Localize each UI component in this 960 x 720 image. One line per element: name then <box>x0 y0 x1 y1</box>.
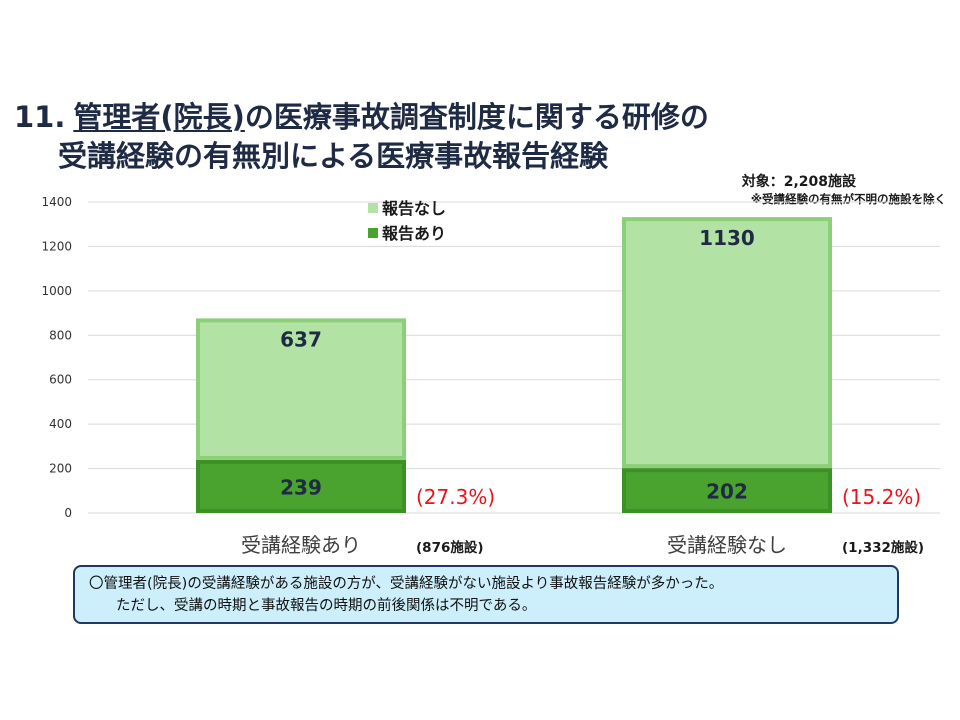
bar-value-label: 202 <box>706 480 748 504</box>
stacked-bar-chart: 0 200 400 600 800 1000 1200 1400 239 637 (27.3%) 受講… <box>41 195 940 557</box>
bar-segment-not-reported <box>196 318 406 460</box>
title-line-2: 受講経験の有無別による医療事故報告経験 <box>58 139 609 173</box>
bar-segment-reported <box>196 459 406 514</box>
legend-label: 報告あり <box>382 224 446 243</box>
x-category-label: 受講経験あり <box>241 533 361 557</box>
summary-box: 〇管理者(院長)の受講経験がある施設の方が、受講経験がない施設より事故報告経験が… <box>73 565 899 624</box>
legend-swatch <box>368 203 378 213</box>
y-tick-label: 0 <box>64 506 72 520</box>
summary-line-2: ただし、受講の時期と事故報告の時期の前後関係は不明である。 <box>116 598 537 614</box>
slide-title: 11. 管理者(院長)の医療事故調査制度に関する研修の 受講経験の有無別による医療… <box>14 98 709 176</box>
bar-value-label: 637 <box>280 327 322 351</box>
bar-segment-reported <box>622 468 832 513</box>
x-category-count: (876施設) <box>416 539 484 556</box>
bar-segment-not-reported <box>622 217 832 469</box>
y-tick-label: 1000 <box>41 284 72 298</box>
y-tick-label: 1400 <box>41 195 72 209</box>
x-category-count: (1,332施設) <box>842 539 924 556</box>
y-tick-label: 400 <box>49 417 72 431</box>
y-tick-label: 600 <box>49 373 72 387</box>
legend-label: 報告なし <box>382 199 446 218</box>
title-line-1-text: の医療事故調査制度に関する研修の <box>244 100 709 134</box>
y-tick-label: 1200 <box>41 239 72 253</box>
summary-line-1: 〇管理者(院長)の受講経験がある施設の方が、受講経験がない施設より事故報告経験が… <box>89 576 724 592</box>
percent-label: (27.3%) <box>416 485 495 509</box>
bar-value-label: 1130 <box>699 226 755 250</box>
title-number: 11. <box>14 100 66 134</box>
y-tick-label: 800 <box>49 328 72 342</box>
y-tick-label: 200 <box>49 462 72 476</box>
bar-value-label: 239 <box>280 475 322 499</box>
x-category-label: 受講経験なし <box>667 533 787 557</box>
legend-swatch <box>368 228 378 238</box>
target-count-note: 対象：2,208施設 <box>741 174 856 190</box>
title-line-1: 11. 管理者(院長)の医療事故調査制度に関する研修の <box>14 98 709 137</box>
percent-label: (15.2%) <box>842 485 921 509</box>
title-underlined-text: 管理者(院長) <box>73 100 245 134</box>
